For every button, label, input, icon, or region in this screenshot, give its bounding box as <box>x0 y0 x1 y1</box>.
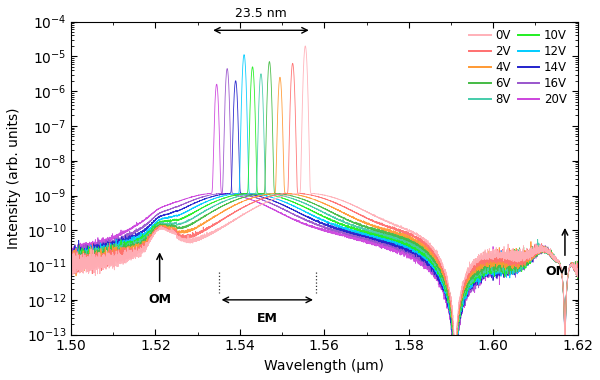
Text: 23.5 nm: 23.5 nm <box>235 7 287 20</box>
Legend: 0V, 2V, 4V, 6V, 8V, 10V, 12V, 14V, 16V, 20V: 0V, 2V, 4V, 6V, 8V, 10V, 12V, 14V, 16V, … <box>465 24 572 111</box>
X-axis label: Wavelength (μm): Wavelength (μm) <box>264 359 384 373</box>
Text: OM: OM <box>545 265 568 278</box>
Text: OM: OM <box>148 293 171 306</box>
Y-axis label: Intensity (arb. units): Intensity (arb. units) <box>7 108 21 249</box>
Text: EM: EM <box>257 312 278 325</box>
